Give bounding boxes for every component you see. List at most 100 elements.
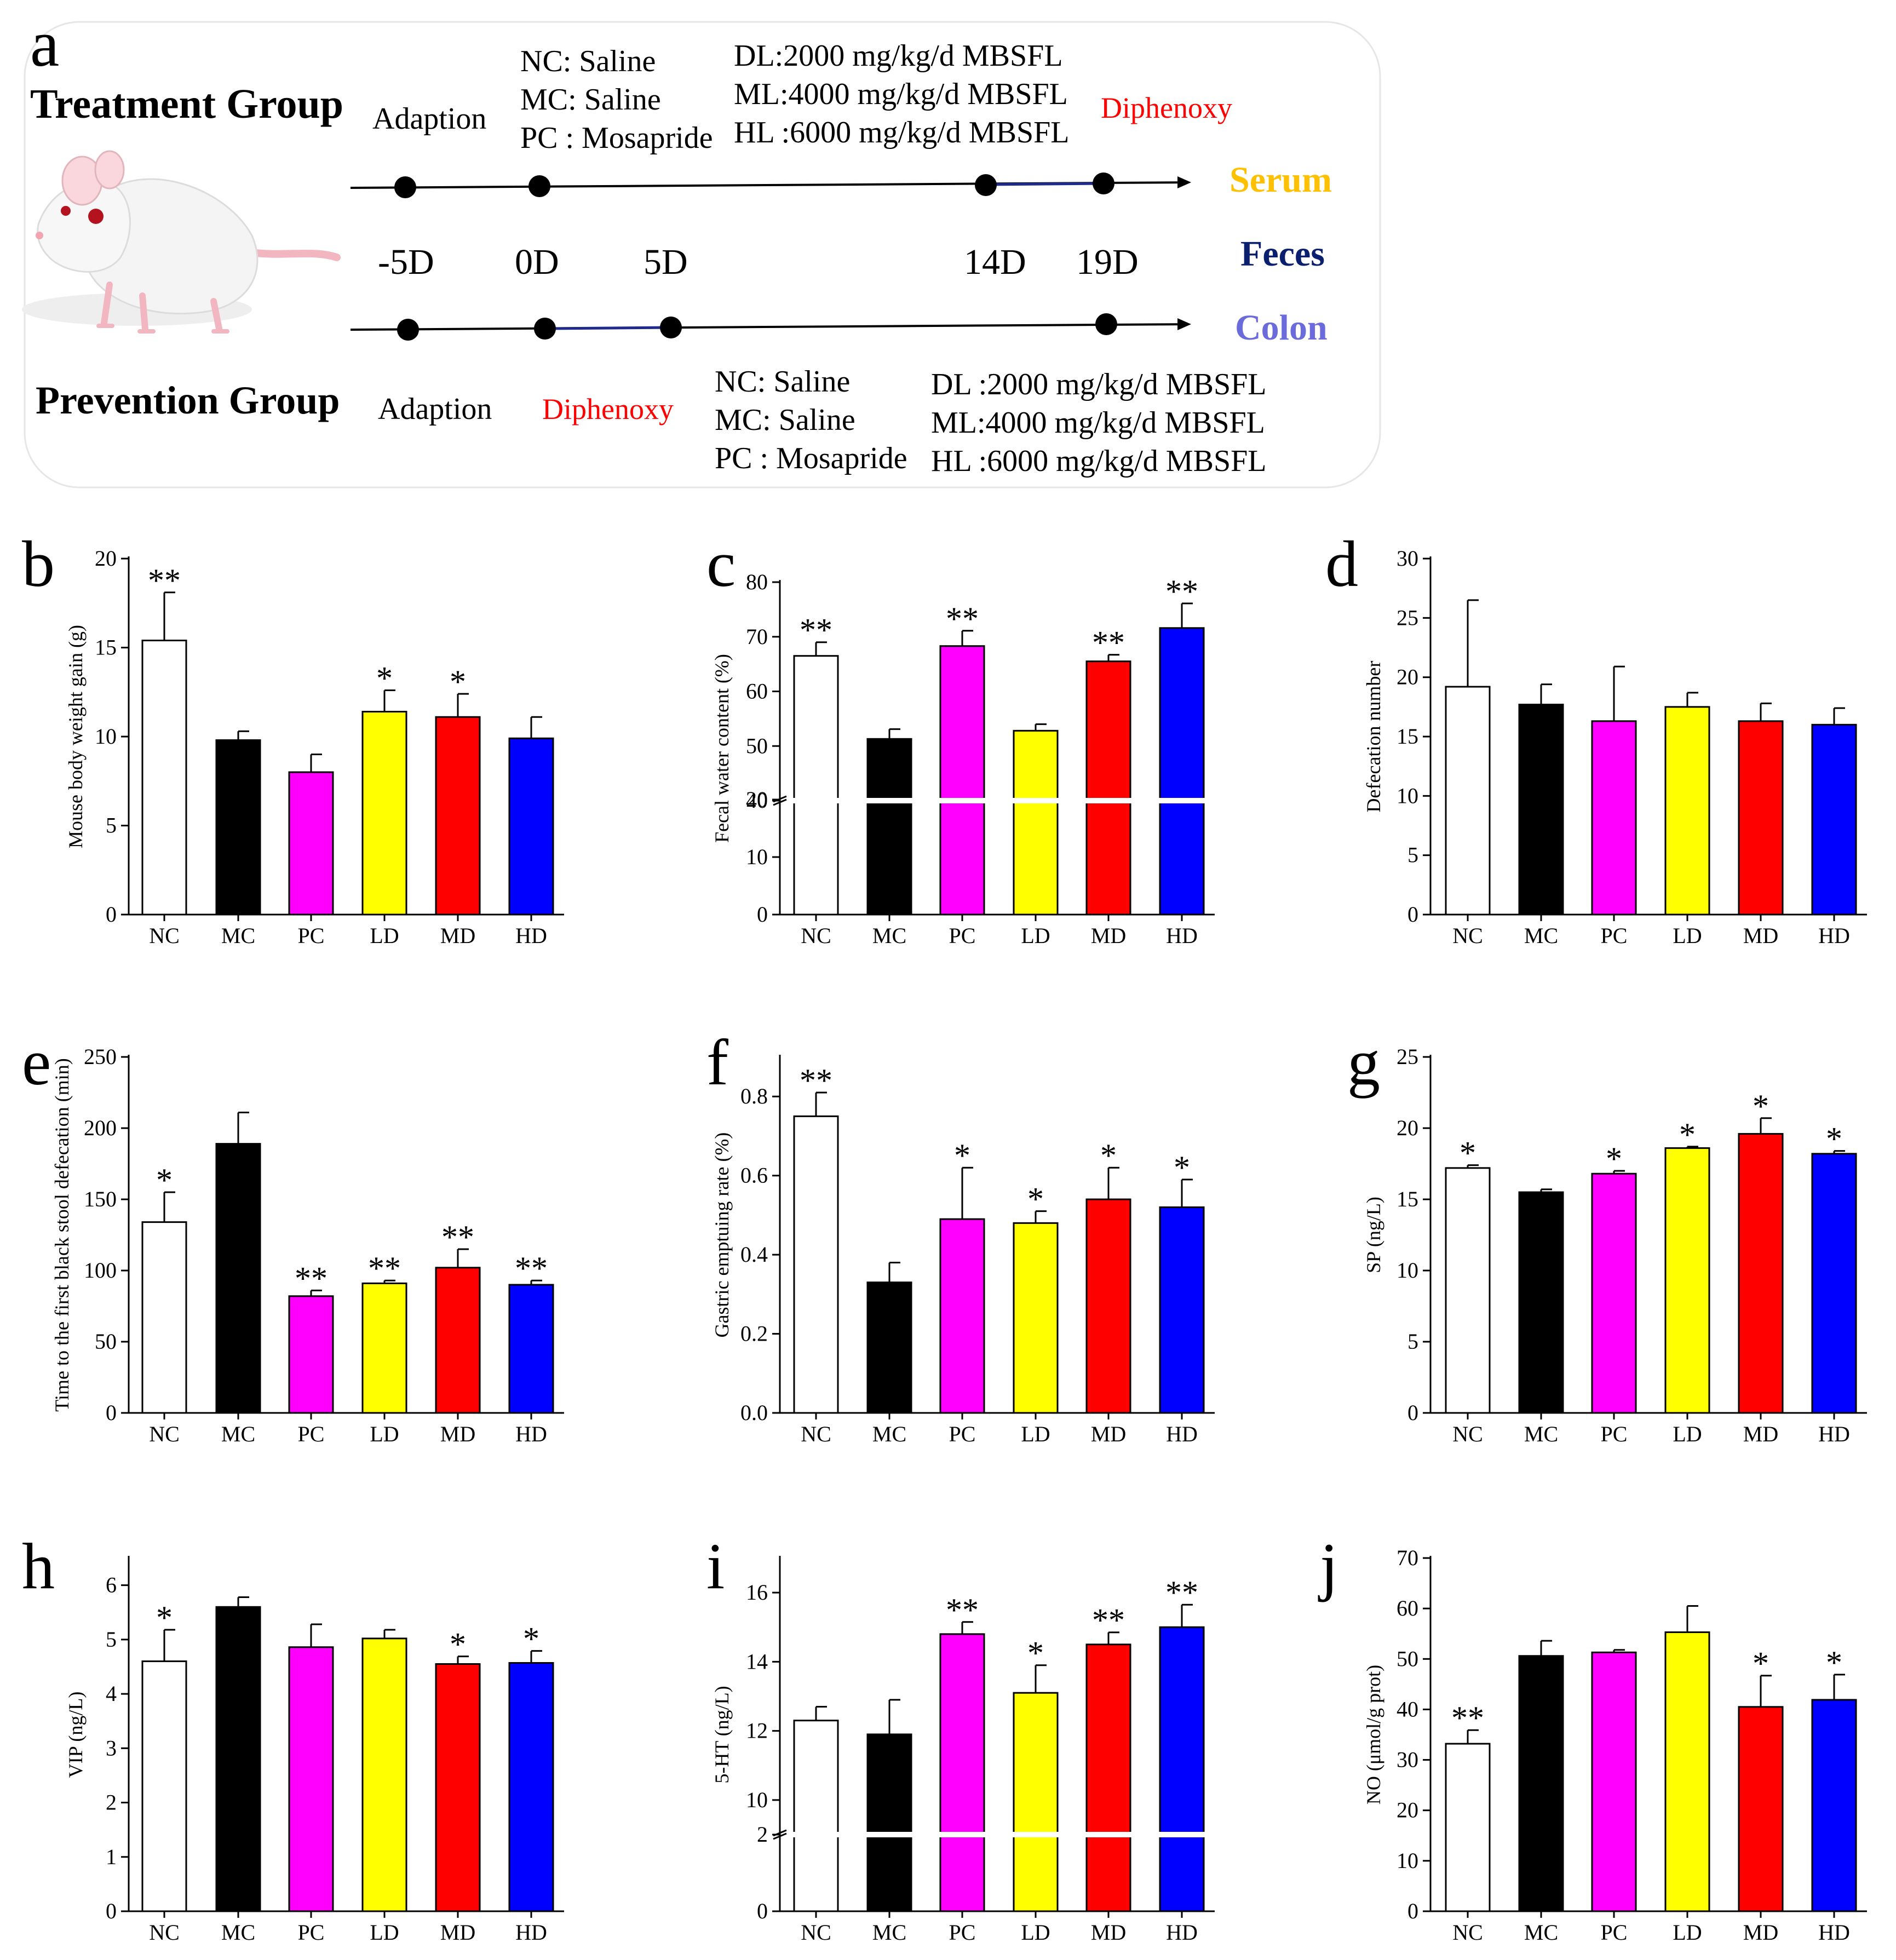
y-tick-label: 70 xyxy=(1397,1545,1418,1570)
significance-marker: * xyxy=(156,1600,173,1636)
bar-LD xyxy=(1013,729,1059,916)
bar-LD xyxy=(1664,1147,1710,1414)
y-tick-label: 0 xyxy=(1407,1400,1418,1425)
y-tick-label: 0 xyxy=(106,1899,117,1923)
significance-marker: * xyxy=(1460,1135,1476,1171)
bar-MD xyxy=(435,716,481,916)
y-tick-label: 100 xyxy=(84,1258,117,1283)
panel-label-e: e xyxy=(22,1026,51,1099)
bar-NC xyxy=(1445,686,1491,916)
x-tick-label: NC xyxy=(1452,1920,1483,1945)
y-tick-label: 25 xyxy=(1397,605,1418,630)
x-tick-label: NC xyxy=(149,923,180,948)
day-label-0: 0D xyxy=(515,242,559,282)
bar-HD xyxy=(508,1284,554,1414)
bar-LD xyxy=(1664,1631,1710,1912)
significance-marker: ** xyxy=(1165,573,1198,610)
x-tick-label: NC xyxy=(801,923,831,948)
x-tick-label: LD xyxy=(1021,1920,1050,1945)
y-tick-label: 0 xyxy=(757,1899,768,1923)
bar-MD xyxy=(1738,1133,1784,1414)
y-tick-label: 12 xyxy=(746,1718,768,1743)
y-tick-label: 150 xyxy=(84,1187,117,1211)
x-tick-label: HD xyxy=(1818,1422,1850,1446)
y-tick-label: 20 xyxy=(95,546,117,571)
y-tick-label: 0.2 xyxy=(740,1321,768,1346)
chart-panel-d: d 0 5 10 15 20 25 30 Defecation number NC MC PC LD MD… xyxy=(1325,527,1867,948)
x-tick-label: PC xyxy=(949,923,976,948)
bar-NC xyxy=(141,1660,187,1912)
x-tick-label: LD xyxy=(1021,923,1050,948)
schematic-panel: a Treatment Group Prevention Group Adapt… xyxy=(22,7,1381,488)
y-tick-label: 5 xyxy=(1407,843,1418,867)
y-tick-label: 10 xyxy=(1397,1848,1418,1873)
x-tick-label: HD xyxy=(1166,923,1198,948)
x-tick-label: PC xyxy=(1601,1422,1628,1446)
y-tick-label: 50 xyxy=(1397,1646,1418,1671)
prevention-group-title: Prevention Group xyxy=(36,378,340,422)
bar-PC xyxy=(939,1218,985,1414)
x-tick-label: NC xyxy=(801,1422,831,1446)
significance-marker: * xyxy=(1753,1088,1769,1124)
treatment-point-minus5d xyxy=(394,176,416,198)
y-tick-label: 5 xyxy=(1407,1329,1418,1354)
bar-HD xyxy=(508,1662,554,1912)
y-tick-label: 40 xyxy=(746,788,768,813)
treatment-control-pc: PC : Mosapride xyxy=(520,121,713,155)
bar-HD xyxy=(1811,723,1857,916)
x-tick-label: NC xyxy=(149,1920,180,1945)
bar-LD xyxy=(1013,1222,1059,1414)
treatment-control-mc: MC: Saline xyxy=(520,83,661,117)
bar-MD xyxy=(1738,720,1784,916)
bar-MC xyxy=(215,1143,261,1414)
prevention-dose-ml: ML:4000 mg/kg/d MBSFL xyxy=(931,406,1265,440)
x-tick-label: LD xyxy=(370,1920,399,1945)
bar-LD xyxy=(361,711,407,916)
panel-label-f: f xyxy=(706,1026,728,1099)
bar-NC xyxy=(793,655,839,916)
y-tick-label: 20 xyxy=(1397,1798,1418,1823)
significance-marker: ** xyxy=(800,1062,832,1099)
y-axis-label: 5-HT (ng/L) xyxy=(711,1686,733,1783)
y-tick-label: 10 xyxy=(746,1787,768,1812)
bar-HD xyxy=(1811,1153,1857,1414)
x-tick-label: MD xyxy=(1091,1422,1126,1446)
axis-break-mark xyxy=(773,798,787,806)
y-tick-label: 50 xyxy=(95,1329,117,1354)
bar-LD xyxy=(1664,706,1710,916)
bar-HD xyxy=(1811,1699,1857,1912)
x-tick-label: MC xyxy=(1524,1920,1558,1945)
y-tick-label: 16 xyxy=(746,1580,768,1605)
x-tick-label: HD xyxy=(1818,1920,1850,1945)
chart-panel-i: i 0 2 10 12 14 16 5-HT (ng/L) NC MC PC ** LD * MD ** HD *… xyxy=(706,1530,1217,1945)
y-axis-label: Mouse body weight gain (g) xyxy=(65,625,87,848)
bar-MC xyxy=(215,739,261,916)
axis-break-band xyxy=(782,1832,1217,1837)
bar-MC xyxy=(1518,1191,1564,1414)
day-label-19: 19D xyxy=(1076,242,1139,282)
significance-marker: * xyxy=(1174,1149,1190,1186)
x-tick-label: HD xyxy=(515,923,547,948)
y-tick-label: 20 xyxy=(746,787,768,812)
y-tick-label: 0 xyxy=(106,902,117,927)
y-tick-label: 80 xyxy=(746,570,768,594)
y-tick-label: 10 xyxy=(95,724,117,749)
bar-NC xyxy=(1445,1743,1491,1912)
y-tick-label: 1 xyxy=(106,1844,117,1869)
y-axis-label: Time to the first black stool defecation… xyxy=(51,1058,73,1412)
x-tick-label: MC xyxy=(221,1422,255,1446)
x-tick-label: PC xyxy=(298,1920,325,1945)
y-tick-label: 5 xyxy=(106,813,117,838)
bar-PC xyxy=(288,771,334,916)
x-tick-label: MD xyxy=(1743,923,1778,948)
panel-label-d: d xyxy=(1325,527,1358,600)
bar-MD xyxy=(1085,1198,1131,1414)
significance-marker: ** xyxy=(1451,1700,1484,1736)
y-tick-label: 4 xyxy=(106,1681,117,1706)
x-tick-label: MC xyxy=(1524,923,1558,948)
treatment-dose-hl: HL :6000 mg/kg/d MBSFL xyxy=(734,116,1069,150)
x-tick-label: PC xyxy=(949,1422,976,1446)
significance-marker: ** xyxy=(368,1250,401,1286)
bar-PC xyxy=(288,1646,334,1912)
x-tick-label: MC xyxy=(1524,1422,1558,1446)
